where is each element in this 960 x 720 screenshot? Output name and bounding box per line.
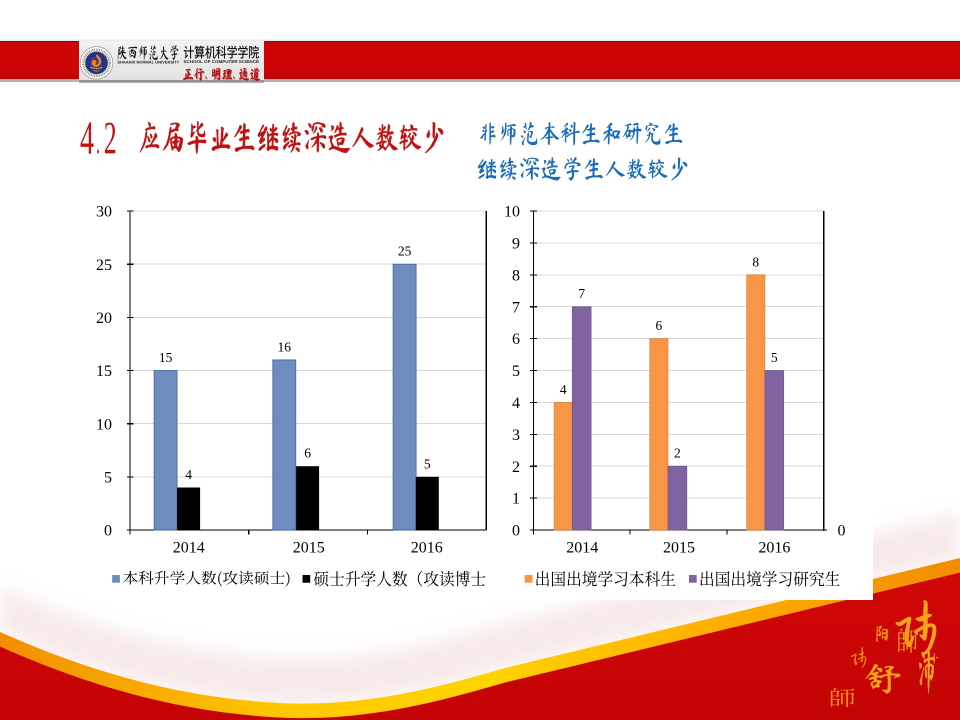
svg-text:2016: 2016 <box>411 539 443 556</box>
svg-text:2016: 2016 <box>758 539 790 556</box>
svg-text:5: 5 <box>771 350 778 365</box>
svg-text:2: 2 <box>512 459 520 476</box>
svg-text:9: 9 <box>512 236 520 253</box>
svg-text:8: 8 <box>512 267 520 284</box>
svg-text:0: 0 <box>104 523 112 540</box>
svg-text:6: 6 <box>304 446 311 461</box>
svg-text:25: 25 <box>398 244 412 259</box>
svg-text:5: 5 <box>104 469 112 486</box>
svg-text:10: 10 <box>504 204 520 221</box>
svg-text:7: 7 <box>578 286 585 301</box>
svg-text:2015: 2015 <box>293 539 325 556</box>
svg-text:5: 5 <box>424 456 431 471</box>
svg-text:3: 3 <box>512 427 520 444</box>
svg-text:5: 5 <box>512 363 520 380</box>
svg-text:10: 10 <box>96 416 112 433</box>
svg-text:16: 16 <box>278 339 292 354</box>
svg-text:20: 20 <box>96 310 112 327</box>
svg-text:25: 25 <box>96 257 112 274</box>
svg-text:2015: 2015 <box>663 539 695 556</box>
svg-text:15: 15 <box>159 350 173 365</box>
svg-text:0: 0 <box>838 522 846 539</box>
svg-text:7: 7 <box>512 299 520 316</box>
svg-text:4: 4 <box>560 382 567 397</box>
svg-text:15: 15 <box>96 363 112 380</box>
svg-text:2: 2 <box>674 446 681 461</box>
svg-text:6: 6 <box>656 318 663 333</box>
svg-text:30: 30 <box>96 204 112 221</box>
svg-text:4: 4 <box>185 467 192 482</box>
svg-text:2014: 2014 <box>566 539 598 556</box>
svg-text:6: 6 <box>512 331 520 348</box>
svg-text:0: 0 <box>512 523 520 540</box>
svg-text:2014: 2014 <box>173 539 205 556</box>
svg-text:4: 4 <box>512 395 520 412</box>
svg-text:8: 8 <box>752 254 759 269</box>
svg-text:1: 1 <box>512 491 520 508</box>
